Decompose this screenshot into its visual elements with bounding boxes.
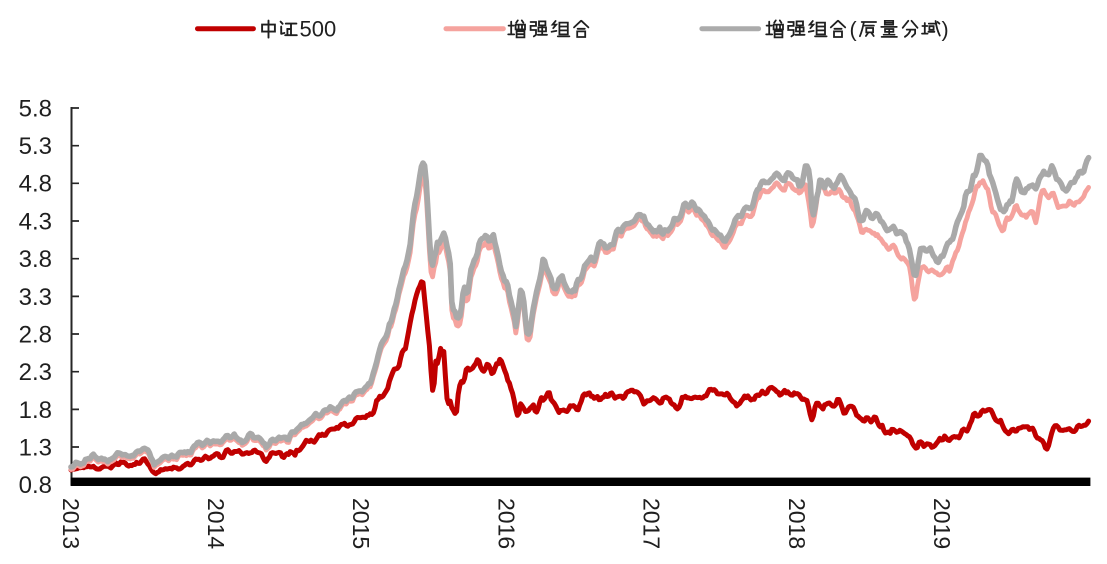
svg-text:(: (: [850, 17, 858, 41]
svg-text:0.8: 0.8: [19, 472, 52, 499]
svg-text:2014: 2014: [203, 498, 229, 549]
svg-text:2015: 2015: [348, 498, 374, 549]
svg-text:500: 500: [300, 16, 337, 41]
svg-text:2.8: 2.8: [19, 321, 52, 348]
svg-text:2019: 2019: [929, 498, 955, 549]
svg-text:1.3: 1.3: [19, 434, 52, 461]
svg-text:2018: 2018: [784, 498, 810, 549]
svg-text:2.3: 2.3: [19, 359, 52, 386]
svg-text:2016: 2016: [493, 498, 519, 549]
svg-text:3.8: 3.8: [19, 246, 52, 273]
svg-text:4.8: 4.8: [19, 171, 52, 198]
svg-text:2017: 2017: [639, 498, 665, 549]
svg-text:5.8: 5.8: [19, 95, 52, 122]
svg-text:1.8: 1.8: [19, 397, 52, 424]
svg-text:): ): [942, 17, 949, 41]
svg-text:4.3: 4.3: [19, 208, 52, 235]
svg-text:3.3: 3.3: [19, 284, 52, 311]
svg-text:2013: 2013: [58, 498, 84, 549]
svg-text:5.3: 5.3: [19, 133, 52, 160]
